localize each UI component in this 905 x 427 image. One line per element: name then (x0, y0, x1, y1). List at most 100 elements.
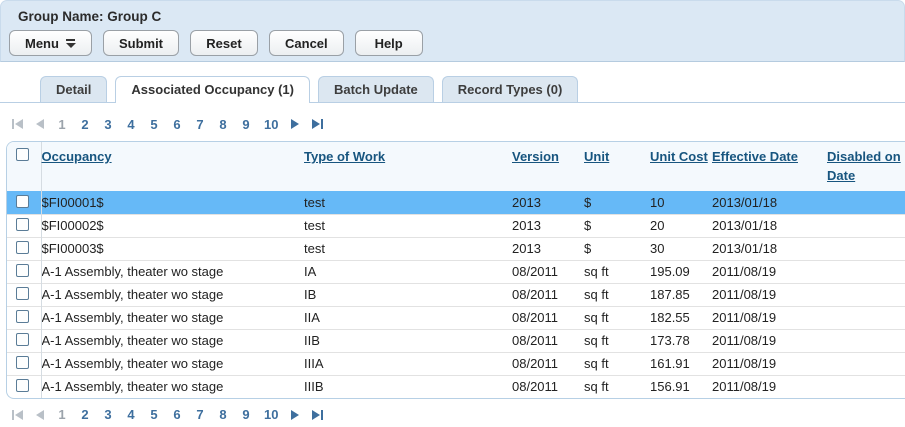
help-button[interactable]: Help (354, 30, 423, 56)
reset-button[interactable]: Reset (190, 30, 259, 56)
cell-version: 08/2011 (512, 282, 584, 307)
occupancy-table-panel: Occupancy Type of Work Version Unit Unit… (6, 141, 905, 399)
cell-effective-date: 2011/08/19 (712, 351, 827, 376)
row-checkbox[interactable] (16, 217, 29, 231)
table-row[interactable]: A-1 Assembly, theater wo stage IB 08/201… (7, 282, 905, 307)
page-number-link[interactable]: 7 (196, 116, 204, 132)
cell-unit-cost: 20 (650, 213, 712, 238)
row-checkbox[interactable] (16, 194, 29, 208)
prev-page-icon (36, 409, 44, 420)
disabled-on-date-sort-link[interactable]: Disabled on Date (827, 149, 901, 183)
submit-button[interactable]: Submit (102, 30, 180, 56)
next-page-icon[interactable] (291, 119, 300, 129)
cell-unit: sq ft (584, 374, 650, 398)
cell-effective-date: 2011/08/19 (712, 259, 827, 284)
row-checkbox[interactable] (16, 355, 29, 369)
unit-sort-link[interactable]: Unit (584, 149, 610, 164)
version-sort-link[interactable]: Version (512, 149, 559, 164)
table-row[interactable]: A-1 Assembly, theater wo stage IIA 08/20… (7, 305, 905, 330)
cell-disabled-on-date (827, 328, 905, 353)
cell-occupancy: A-1 Assembly, theater wo stage (41, 259, 304, 284)
next-page-icon[interactable] (291, 409, 300, 420)
occupancy-sort-link[interactable]: Occupancy (41, 149, 112, 164)
cell-unit-cost: 187.85 (650, 282, 712, 307)
cell-type-of-work: test (304, 190, 512, 215)
table-header-row: Occupancy Type of Work Version Unit Unit… (7, 142, 905, 192)
page-number-link[interactable]: 5 (150, 407, 158, 423)
page-number-link[interactable]: 9 (242, 116, 250, 132)
table-row[interactable]: A-1 Assembly, theater wo stage IIB 08/20… (7, 328, 905, 353)
submit-button-label: Submit (118, 35, 164, 51)
last-page-icon[interactable] (312, 409, 324, 420)
cell-unit-cost: 182.55 (650, 305, 712, 330)
row-checkbox[interactable] (16, 286, 29, 300)
table-row[interactable]: A-1 Assembly, theater wo stage IIIA 08/2… (7, 351, 905, 376)
first-page-icon (12, 119, 23, 129)
page-number-link[interactable]: 3 (104, 116, 112, 132)
page-number-link[interactable]: 7 (196, 407, 204, 423)
tab-detail[interactable]: Detail (40, 76, 108, 102)
page-title: Group Name: Group C (18, 9, 162, 24)
page-number-link[interactable]: 1 (58, 116, 66, 132)
row-checkbox[interactable] (16, 309, 29, 323)
page-number-link[interactable]: 10 (264, 407, 279, 423)
col-header-unit-cost: Unit Cost (650, 142, 712, 191)
menu-button-label: Menu (25, 35, 59, 51)
cell-effective-date: 2011/08/19 (712, 374, 827, 398)
cell-effective-date: 2013/01/18 (712, 190, 827, 215)
row-checkbox[interactable] (16, 263, 29, 277)
cell-disabled-on-date (827, 282, 905, 307)
page-number-link[interactable]: 9 (242, 407, 250, 423)
cell-unit: $ (584, 213, 650, 238)
cell-unit: $ (584, 190, 650, 215)
page-number-link[interactable]: 2 (81, 116, 89, 132)
cell-type-of-work: IIB (304, 328, 512, 353)
cell-occupancy: $FI00001$ (41, 190, 304, 215)
page-number-link[interactable]: 4 (127, 116, 135, 132)
cancel-button[interactable]: Cancel (269, 30, 344, 56)
page-number-link[interactable]: 4 (127, 407, 135, 423)
row-checkbox[interactable] (16, 378, 29, 392)
cell-disabled-on-date (827, 305, 905, 330)
tab-bar: Detail Associated Occupancy (1) Batch Up… (0, 76, 905, 103)
col-header-occupancy: Occupancy (41, 142, 304, 191)
cell-disabled-on-date (827, 213, 905, 238)
page-number-link[interactable]: 3 (104, 407, 112, 423)
unit-cost-sort-link[interactable]: Unit Cost (650, 149, 708, 164)
row-checkbox[interactable] (16, 240, 29, 254)
tab-associated-occupancy[interactable]: Associated Occupancy (1) (115, 76, 310, 103)
page-number-link[interactable]: 6 (173, 116, 181, 132)
row-checkbox-cell (7, 213, 42, 238)
page-number-link[interactable]: 2 (81, 407, 89, 423)
menu-button[interactable]: Menu (9, 30, 92, 56)
page-number-link[interactable]: 6 (173, 407, 181, 423)
effective-date-sort-link[interactable]: Effective Date (712, 149, 798, 164)
table-row[interactable]: $FI00002$ test 2013 $ 20 2013/01/18 (7, 213, 905, 238)
tab-record-types[interactable]: Record Types (0) (441, 76, 579, 102)
table-row[interactable]: A-1 Assembly, theater wo stage IA 08/201… (7, 259, 905, 284)
col-header-effective-date: Effective Date (712, 142, 827, 191)
page-number-link[interactable]: 1 (58, 407, 66, 423)
page-number-link[interactable]: 8 (219, 407, 227, 423)
cell-occupancy: $FI00002$ (41, 213, 304, 238)
tab-batch-update[interactable]: Batch Update (317, 76, 434, 102)
page-number-link[interactable]: 10 (264, 116, 279, 132)
cell-disabled-on-date (827, 259, 905, 284)
page-number-link[interactable]: 5 (150, 116, 158, 132)
select-all-checkbox[interactable] (16, 148, 29, 161)
row-checkbox[interactable] (16, 332, 29, 346)
table-row[interactable]: $FI00001$ test 2013 $ 10 2013/01/18 (7, 190, 905, 215)
help-button-label: Help (374, 35, 403, 51)
last-page-icon[interactable] (312, 119, 324, 129)
cell-type-of-work: IIA (304, 305, 512, 330)
cell-unit: $ (584, 236, 650, 261)
cell-unit: sq ft (584, 328, 650, 353)
table-row[interactable]: A-1 Assembly, theater wo stage IIIB 08/2… (7, 374, 905, 398)
type-of-work-sort-link[interactable]: Type of Work (304, 149, 386, 164)
col-header-unit: Unit (584, 142, 650, 191)
page-number-link[interactable]: 8 (219, 116, 227, 132)
table-row[interactable]: $FI00003$ test 2013 $ 30 2013/01/18 (7, 236, 905, 261)
cell-unit: sq ft (584, 305, 650, 330)
pagination-bottom: 1 2 3 4 5 6 7 8 9 10 (12, 407, 905, 423)
occupancy-table: Occupancy Type of Work Version Unit Unit… (7, 142, 905, 398)
